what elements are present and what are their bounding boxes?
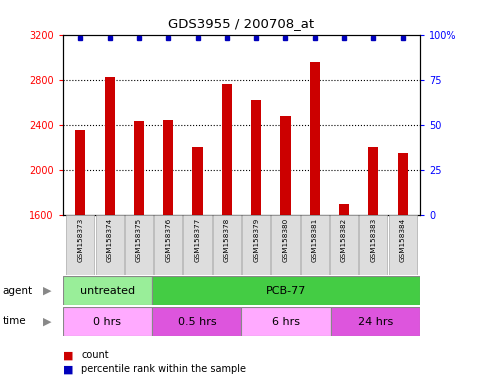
Text: GSM158379: GSM158379 — [253, 218, 259, 262]
Bar — [192, 147, 203, 215]
Bar — [301, 215, 329, 275]
Bar — [163, 120, 173, 215]
Text: percentile rank within the sample: percentile rank within the sample — [81, 364, 246, 374]
Bar — [359, 215, 387, 275]
Bar — [134, 121, 144, 215]
Text: GSM158383: GSM158383 — [370, 218, 376, 262]
Bar — [331, 307, 420, 336]
Bar — [75, 131, 85, 215]
Text: ■: ■ — [63, 364, 73, 374]
Text: GSM158375: GSM158375 — [136, 218, 142, 262]
Text: GSM158380: GSM158380 — [283, 218, 288, 262]
Text: ▶: ▶ — [43, 316, 52, 326]
Bar — [66, 215, 95, 275]
Text: GSM158374: GSM158374 — [107, 218, 113, 262]
Text: 6 hrs: 6 hrs — [272, 316, 300, 327]
Bar — [184, 215, 212, 275]
Bar — [330, 215, 358, 275]
Text: ▶: ▶ — [43, 286, 52, 296]
Bar — [388, 215, 417, 275]
Text: ■: ■ — [63, 350, 73, 360]
Bar — [280, 116, 291, 215]
Text: 24 hrs: 24 hrs — [358, 316, 393, 327]
Text: GSM158378: GSM158378 — [224, 218, 230, 262]
Text: GSM158377: GSM158377 — [195, 218, 200, 262]
Text: GSM158381: GSM158381 — [312, 218, 318, 262]
Bar — [63, 307, 152, 336]
Text: untreated: untreated — [80, 286, 135, 296]
Text: 0.5 hrs: 0.5 hrs — [178, 316, 216, 327]
Bar — [339, 204, 349, 215]
Bar — [104, 78, 115, 215]
Bar — [310, 62, 320, 215]
Bar — [154, 215, 182, 275]
Bar — [222, 84, 232, 215]
Bar — [242, 307, 331, 336]
Bar — [251, 100, 261, 215]
Bar — [63, 276, 152, 305]
Bar — [368, 147, 379, 215]
Bar — [152, 276, 420, 305]
Bar — [242, 215, 270, 275]
Text: GSM158376: GSM158376 — [165, 218, 171, 262]
Bar — [96, 215, 124, 275]
Text: agent: agent — [2, 286, 32, 296]
Text: GDS3955 / 200708_at: GDS3955 / 200708_at — [169, 17, 314, 30]
Text: 0 hrs: 0 hrs — [94, 316, 121, 327]
Bar — [398, 153, 408, 215]
Text: GSM158384: GSM158384 — [399, 218, 406, 262]
Bar — [152, 307, 242, 336]
Text: GSM158382: GSM158382 — [341, 218, 347, 262]
Text: time: time — [2, 316, 26, 326]
Text: GSM158373: GSM158373 — [77, 218, 84, 262]
Text: PCB-77: PCB-77 — [266, 286, 306, 296]
Bar — [125, 215, 153, 275]
Bar — [213, 215, 241, 275]
Bar — [271, 215, 299, 275]
Text: count: count — [81, 350, 109, 360]
